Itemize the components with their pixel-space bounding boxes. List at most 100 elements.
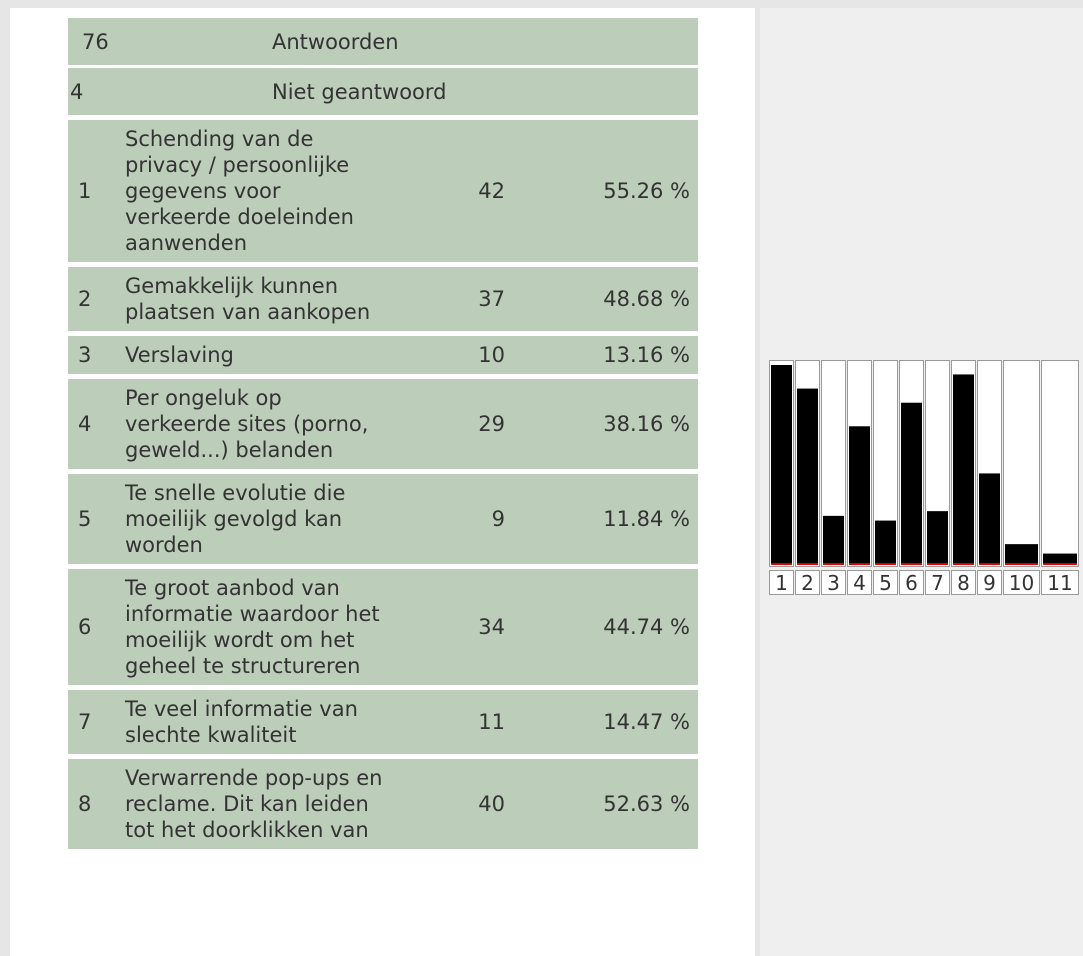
label-box (1041, 570, 1079, 595)
answer-count: 10 (478, 343, 505, 367)
answer-number: 7 (78, 710, 92, 734)
bar (927, 511, 948, 563)
bar-base (953, 563, 974, 565)
answer-percent: 55.26 % (603, 179, 690, 203)
label-box (873, 570, 898, 595)
answer-number: 8 (78, 792, 92, 816)
bar-frame (1003, 360, 1040, 567)
bar (953, 374, 974, 563)
answer-text: worden (125, 533, 203, 557)
answer-percent: 11.84 % (603, 507, 690, 531)
answer-row (68, 379, 698, 469)
answer-percent: 52.63 % (603, 792, 690, 816)
answer-text: Per ongeluk op (125, 386, 282, 410)
answer-text: Te groot aanbod van (125, 576, 340, 600)
label-box (821, 570, 846, 595)
x-tick-label: 4 (853, 571, 866, 595)
answer-text: moeilijk wordt om het (125, 628, 355, 652)
answer-count: 40 (478, 792, 505, 816)
bar (979, 473, 1000, 563)
label-box (899, 570, 924, 595)
label-box (977, 570, 1002, 595)
x-tick-label: 11 (1047, 571, 1072, 595)
label-box (847, 570, 872, 595)
summary-label: Niet geantwoord (272, 80, 447, 104)
answer-text: privacy / persoonlijke (125, 153, 350, 177)
x-tick-label: 3 (827, 571, 840, 595)
results-table: 7 6 Antwoorden 4 Niet geantwoord 1 Schending v… (68, 18, 698, 948)
bar-base (1005, 563, 1038, 565)
answer-text: Schending van de (125, 127, 314, 151)
x-tick-label: 6 (905, 571, 918, 595)
bar (823, 515, 844, 563)
bar-base (979, 563, 1000, 565)
bar (875, 520, 896, 563)
answer-text: Te snelle evolutie die (125, 481, 346, 505)
answer-number: 5 (78, 507, 92, 531)
answer-row (68, 569, 698, 685)
x-tick-label: 5 (879, 571, 892, 595)
bar (901, 402, 922, 563)
answer-text: plaatsen van aankopen (125, 300, 371, 324)
answer-text: Verwarrende pop-ups en (125, 766, 383, 790)
x-tick-label: 2 (801, 571, 814, 595)
answer-count: 11 (478, 710, 505, 734)
answer-text: slechte kwaliteit (125, 723, 297, 747)
chart: 1 2 3 4 5 6 7 8 9 10 11 (769, 360, 1079, 595)
bar (797, 388, 818, 563)
summary-label: Antwoorden (272, 30, 399, 54)
answer-text: geheel te structureren (125, 654, 361, 678)
answer-count: 9 (491, 507, 505, 531)
answer-text: Te veel informatie van (125, 697, 358, 721)
answer-number: 1 (78, 179, 92, 203)
answer-row (68, 120, 698, 262)
answer-number: 4 (78, 412, 92, 436)
answer-row (68, 690, 698, 754)
answer-number: 3 (78, 343, 92, 367)
answer-percent: 48.68 % (603, 287, 690, 311)
answer-text: geweld...) belanden (125, 438, 334, 462)
summary-row (68, 68, 698, 115)
bar (771, 365, 792, 563)
answer-text: Verslaving (125, 343, 234, 367)
answer-text: Gemakkelijk kunnen (125, 274, 339, 298)
summary-count: 4 (70, 80, 84, 104)
bar-base (875, 563, 896, 565)
x-tick-label: 8 (957, 571, 970, 595)
bar (1005, 544, 1038, 563)
answer-count: 42 (478, 179, 505, 203)
x-tick-label: 9 (983, 571, 996, 595)
bar-base (823, 563, 844, 565)
answer-count: 37 (478, 287, 505, 311)
answer-number: 6 (78, 615, 92, 639)
answer-percent: 44.74 % (603, 615, 690, 639)
bar-frame (1041, 360, 1079, 567)
answer-count: 29 (478, 412, 505, 436)
bar-base (901, 563, 922, 565)
summary-row (68, 18, 698, 65)
label-box (769, 570, 794, 595)
answer-row (68, 474, 698, 564)
bar-base (927, 563, 948, 565)
answer-text: tot het doorklikken van (125, 818, 369, 842)
bar-base (797, 563, 818, 565)
label-box (795, 570, 820, 595)
answer-row (68, 267, 698, 331)
x-tick-label: 7 (931, 571, 944, 595)
label-box (1003, 570, 1040, 595)
answer-text: aanwenden (125, 231, 248, 255)
answer-percent: 38.16 % (603, 412, 690, 436)
answer-row (68, 336, 698, 374)
x-tick-label: 1 (775, 571, 788, 595)
answer-text: reclame. Dit kan leiden (125, 792, 369, 816)
bar-base (849, 563, 870, 565)
answer-count: 34 (478, 615, 505, 639)
bar (849, 426, 870, 563)
answer-percent: 14.47 % (603, 710, 690, 734)
bar (1043, 553, 1077, 563)
answer-text: moeilijk gevolgd kan (125, 507, 343, 531)
answer-row (68, 759, 698, 849)
answer-text: verkeerde doeleinden (125, 205, 354, 229)
answer-percent: 13.16 % (603, 343, 690, 367)
